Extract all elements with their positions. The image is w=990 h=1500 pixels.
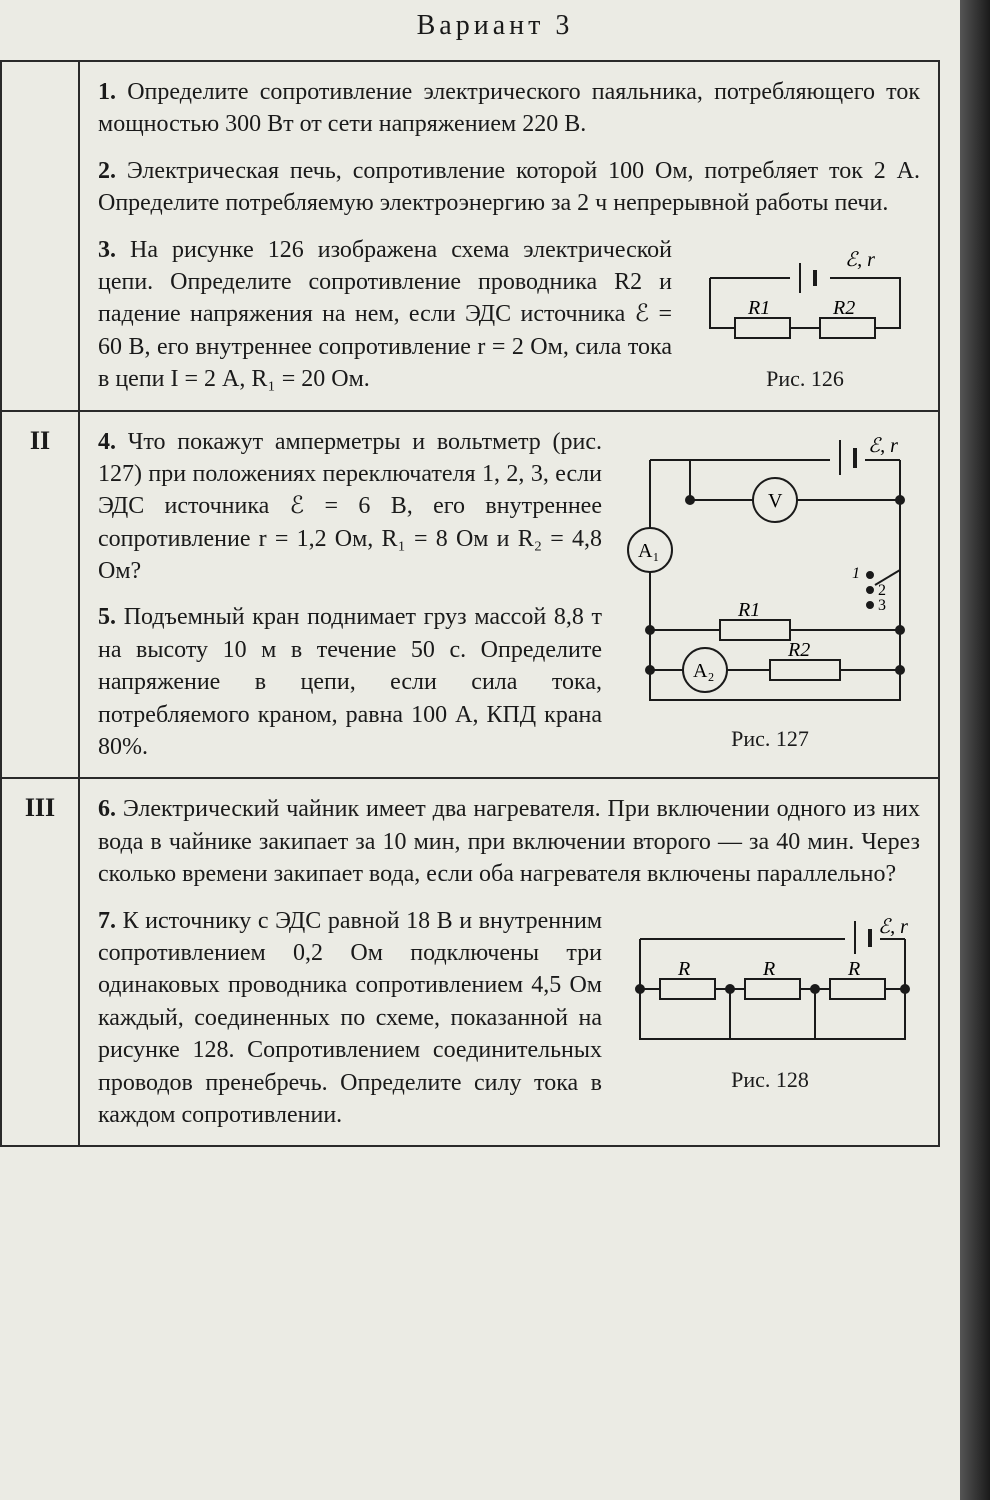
problem-3: 3. На рисунке 126 изображена схема элект… <box>98 234 920 396</box>
switch-pos-3: 3 <box>878 597 886 614</box>
section-3-body: 6. Электрический чайник имеет два нагрев… <box>79 778 939 1146</box>
problem-text: Электрическая печь, сопротивление которо… <box>98 158 920 216</box>
problem-number: 7. <box>98 908 116 934</box>
r2-label: R2 <box>787 639 810 661</box>
emf-label: ℰ, r <box>845 249 875 271</box>
r-label-2: R <box>762 958 775 980</box>
figure-126-caption: Рис. 126 <box>690 364 920 394</box>
problem-text: На рисунке 126 изображена схема электрич… <box>98 237 672 393</box>
section-2-row: 4. Что покажут амперметры и вольтметр (р… <box>98 426 920 764</box>
section-1-body: 1. Определите сопротивление электрическо… <box>79 61 939 411</box>
page-container: Вариант 3 1. Определите сопротивление эл… <box>0 0 990 1500</box>
emf-label: ℰ, r <box>878 916 908 938</box>
circuit-127-svg: ℰ, r V A₁ A₂ R1 R2 1 2 3 <box>620 430 920 720</box>
problem-number: 4. <box>98 429 116 455</box>
emf-label: ℰ, r <box>868 435 898 457</box>
problem-text: Определите сопротивление электрического … <box>98 79 920 137</box>
figure-127: ℰ, r V A₁ A₂ R1 R2 1 2 3 Рис. 127 <box>620 426 920 752</box>
figure-128-caption: Рис. 128 <box>620 1065 920 1095</box>
problem-3-text-block: 3. На рисунке 126 изображена схема элект… <box>98 234 672 396</box>
problem-7-text-block: 7. К источнику с ЭДС равной 18 В и внутр… <box>98 905 602 1132</box>
section-label-1 <box>1 61 79 411</box>
problem-2: 2. Электрическая печь, сопротивление кот… <box>98 155 920 220</box>
problem-6: 6. Электрический чайник имеет два нагрев… <box>98 793 920 890</box>
problem-text: Электрический чайник имеет два нагревате… <box>98 796 920 887</box>
circuit-126-svg: ℰ, r R1 R2 <box>690 238 920 358</box>
problem-5: 5. Подъемный кран поднимает груз массой … <box>98 601 602 763</box>
problems-table: 1. Определите сопротивление электрическо… <box>0 60 940 1147</box>
figure-127-caption: Рис. 127 <box>620 726 920 752</box>
problem-number: 3. <box>98 237 116 263</box>
section-label-3: III <box>1 778 79 1146</box>
problem-7: 7. К источнику с ЭДС равной 18 В и внутр… <box>98 905 920 1132</box>
r2-label: R2 <box>832 297 855 319</box>
problem-number: 2. <box>98 158 116 184</box>
figure-128: ℰ, r R R R Рис. 128 <box>620 905 920 1095</box>
ammeter1-label: A₁ <box>638 540 659 562</box>
switch-pos-1: 1 <box>852 565 860 582</box>
problem-number: 1. <box>98 79 116 105</box>
section-2-textcol: 4. Что покажут амперметры и вольтметр (р… <box>98 426 602 764</box>
circuit-128-svg: ℰ, r R R R <box>620 909 920 1059</box>
voltmeter-label: V <box>768 490 783 512</box>
figure-126: ℰ, r R1 R2 Рис. 126 <box>690 234 920 394</box>
ammeter2-label: A₂ <box>693 660 714 682</box>
section-2-body: 4. Что покажут амперметры и вольтметр (р… <box>79 411 939 779</box>
r1-label: R1 <box>737 599 760 621</box>
problem-text: Подъемный кран поднимает груз массой 8,8… <box>98 604 602 760</box>
variant-title: Вариант 3 <box>0 0 990 60</box>
problem-4: 4. Что покажут амперметры и вольтметр (р… <box>98 426 602 588</box>
problem-1: 1. Определите сопротивление электрическо… <box>98 76 920 141</box>
problem-number: 5. <box>98 604 116 630</box>
section-label-2: II <box>1 411 79 779</box>
problem-number: 6. <box>98 796 116 822</box>
r1-label: R1 <box>747 297 770 319</box>
scan-edge-artifact <box>960 0 990 1500</box>
problem-text: К источнику с ЭДС равной 18 В и внутренн… <box>98 908 602 1128</box>
r-label-1: R <box>677 958 690 980</box>
problem-text: Что покажут амперметры и вольтметр (рис.… <box>98 429 602 585</box>
r-label-3: R <box>847 958 860 980</box>
